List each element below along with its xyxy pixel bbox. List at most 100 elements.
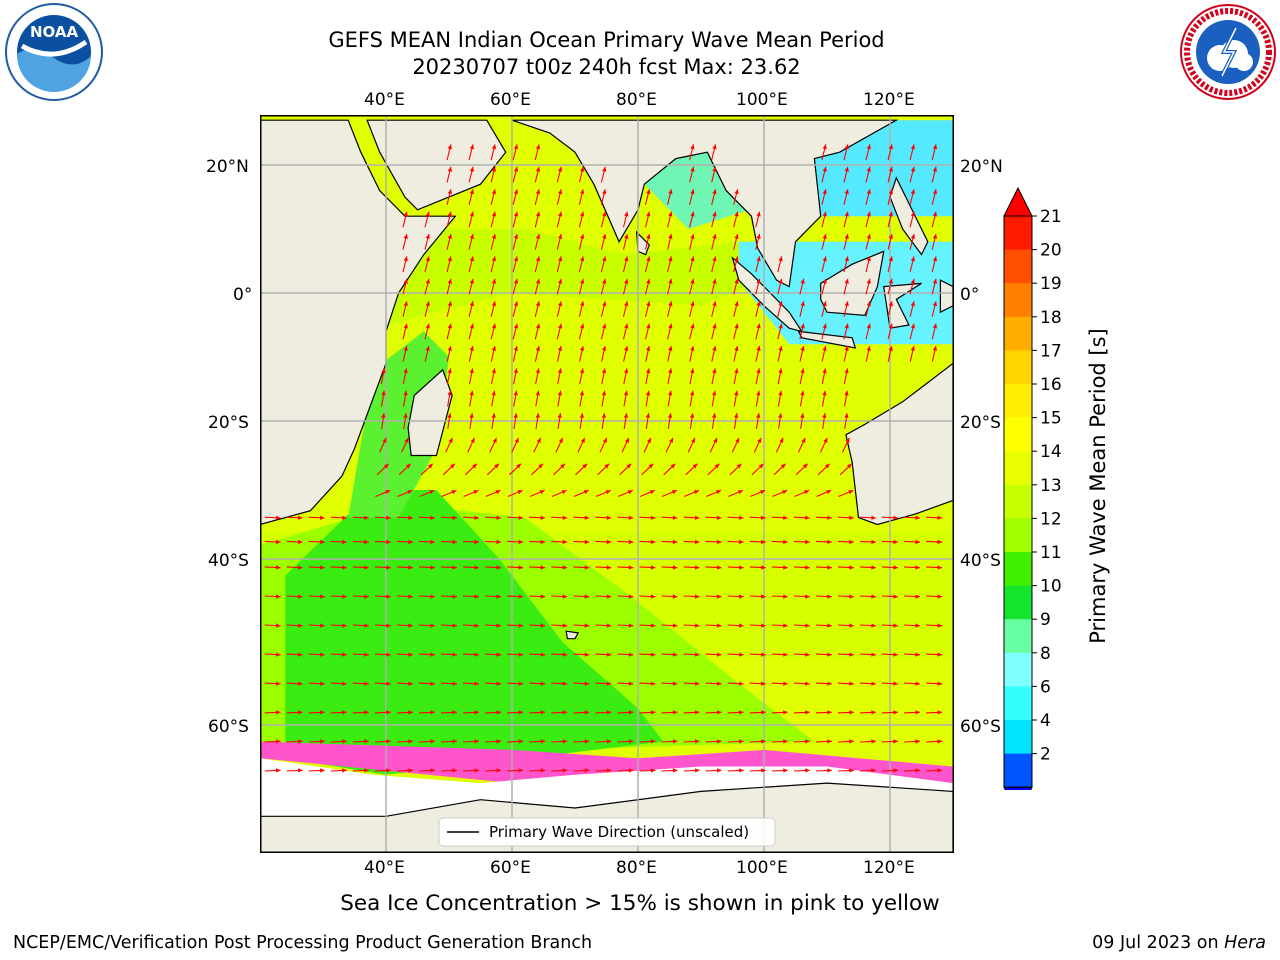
wave-arrow-head — [606, 681, 612, 686]
wave-arrow-head — [712, 390, 717, 396]
wave-arrow-head — [342, 652, 347, 657]
wave-arrow-head — [342, 768, 347, 773]
wave-arrow-head — [491, 346, 496, 351]
wave-arrow-head — [866, 301, 871, 307]
wave-arrow-head — [694, 623, 700, 628]
wave-arrow-head — [910, 166, 915, 172]
wave-arrow-head — [386, 739, 391, 744]
wave-arrow-head — [761, 539, 766, 545]
wave-arrow-head — [606, 623, 612, 628]
wave-arrow-head — [717, 565, 722, 570]
wave-arrow-head — [386, 623, 391, 628]
wave-arrow-head — [558, 278, 563, 284]
wave-arrow-head — [871, 681, 876, 686]
wave-arrow-head — [871, 539, 876, 545]
wave-arrow-head — [822, 144, 827, 150]
wave-arrow-head — [628, 515, 634, 520]
wave-arrow-head — [540, 768, 546, 773]
wave-arrow-head — [496, 652, 502, 657]
wave-arrow-head — [628, 652, 634, 657]
lon-label-bottom-40e: 40°E — [364, 858, 405, 878]
wave-arrow-head — [783, 539, 788, 545]
wave-arrow-head — [580, 256, 585, 262]
wave-arrow-head — [893, 594, 898, 599]
wave-arrow-head — [650, 652, 656, 657]
wave-arrow-head — [779, 437, 784, 443]
wave-arrow-head — [866, 346, 871, 351]
wave-arrow-head — [672, 710, 678, 715]
wave-arrow-head — [844, 234, 849, 239]
wave-arrow-head — [739, 739, 744, 744]
wave-arrow-head — [452, 565, 457, 570]
wave-arrow-head — [893, 515, 898, 520]
wave-arrow-head — [495, 490, 501, 495]
wave-arrow-head — [408, 739, 413, 744]
wave-arrow-head — [827, 652, 832, 657]
wave-arrow-head — [650, 539, 656, 545]
wave-arrow-head — [430, 652, 435, 657]
wave-arrow-head — [827, 710, 832, 715]
wave-arrow-head — [822, 278, 827, 284]
wave-arrow-head — [491, 189, 497, 195]
plot-title-line-2: 20230707 t00z 240h fcst Max: 23.62 — [412, 55, 801, 79]
wave-arrow-head — [364, 768, 369, 773]
lon-label-top-120e: 120°E — [863, 90, 915, 110]
wave-arrow-head — [888, 346, 893, 351]
wave-arrow-head — [734, 323, 739, 329]
wave-arrow-head — [734, 368, 739, 374]
wave-arrow-head — [734, 390, 739, 396]
wave-arrow-head — [474, 739, 479, 744]
wave-arrow-head — [447, 413, 452, 418]
wave-arrow-head — [672, 515, 678, 520]
wave-arrow-head — [844, 211, 849, 217]
wave-arrow-head — [492, 437, 497, 443]
colorbar-tick-label: 8 — [1040, 644, 1051, 664]
wave-arrow-head — [690, 234, 695, 239]
wave-arrow-head — [430, 565, 435, 570]
wave-arrow-head — [496, 594, 502, 599]
wave-arrow-head — [298, 652, 303, 657]
wave-arrow-head — [871, 594, 876, 599]
wave-arrow-head — [364, 515, 369, 520]
wave-arrow-head — [827, 539, 832, 545]
wave-arrow-head — [915, 623, 920, 628]
wave-arrow-head — [694, 515, 700, 520]
wave-arrow-head — [276, 594, 281, 599]
wave-arrow-head — [848, 490, 854, 495]
wave-arrow-head — [474, 652, 479, 657]
wave-arrow-head — [646, 189, 651, 195]
wave-arrow-head — [689, 413, 695, 418]
wave-arrow-head — [469, 368, 474, 374]
wave-arrow-head — [761, 710, 766, 715]
wave-arrow-head — [849, 710, 854, 715]
wave-arrow-head — [717, 652, 722, 657]
colorbar-tick-label: 6 — [1040, 677, 1051, 697]
wave-arrow-head — [496, 623, 502, 628]
wave-arrow-head — [915, 565, 920, 570]
wave-arrow-head — [580, 189, 585, 195]
wave-arrow-head — [758, 463, 764, 469]
wave-arrow-head — [845, 437, 850, 443]
wave-arrow-head — [624, 323, 629, 329]
wave-arrow-head — [694, 652, 700, 657]
wave-arrow-head — [558, 189, 563, 195]
wave-arrow-head — [624, 256, 629, 262]
wave-arrow-head — [822, 301, 827, 307]
wave-arrow-head — [536, 437, 541, 443]
wave-arrow-head — [403, 346, 408, 351]
wave-arrow-head — [540, 539, 546, 545]
wave-arrow-head — [604, 463, 610, 469]
wave-arrow-head — [888, 234, 893, 239]
wave-arrow-head — [937, 739, 943, 744]
wave-arrow-head — [605, 490, 611, 495]
wave-arrow-head — [690, 346, 695, 351]
wave-arrow-head — [518, 681, 524, 686]
maluku-land — [939, 279, 954, 314]
wave-arrow-head — [739, 652, 744, 657]
wave-arrow-head — [712, 166, 717, 172]
wave-arrow-head — [364, 565, 369, 570]
wave-arrow-head — [580, 211, 585, 217]
wave-arrow-head — [756, 390, 761, 396]
wave-arrow-head — [513, 278, 519, 284]
wave-arrow-head — [668, 323, 673, 329]
